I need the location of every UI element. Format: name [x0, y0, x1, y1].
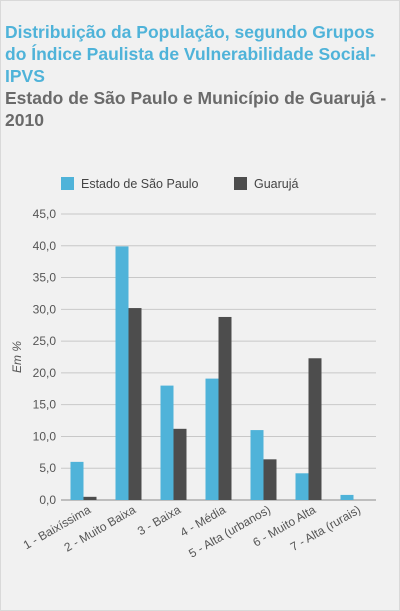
y-tick-label: 10,0 [33, 429, 57, 443]
y-tick-label: 20,0 [33, 366, 57, 380]
y-tick-label: 40,0 [33, 239, 57, 253]
y-tick-label: 35,0 [33, 271, 57, 285]
x-tick-label: 3 - Baixa [135, 502, 183, 538]
chart-title: Distribuição da População, segundo Grupo… [5, 22, 376, 86]
bar-estado [250, 430, 264, 500]
y-tick-label: 45,0 [33, 207, 57, 221]
bar-guaruja [83, 496, 97, 500]
chart-subtitle: Estado de São Paulo e Município de Guaru… [5, 88, 387, 130]
legend-swatch [61, 177, 74, 190]
y-tick-label: 15,0 [33, 398, 57, 412]
bar-estado [70, 461, 84, 500]
legend-label: Guarujá [254, 177, 299, 191]
y-tick-label: 5,0 [39, 461, 56, 475]
bar-estado [205, 378, 219, 500]
legend-label: Estado de São Paulo [81, 177, 198, 191]
bar-estado [115, 246, 129, 500]
bar-guaruja [263, 459, 277, 500]
bar-estado [295, 473, 309, 500]
title-block: Distribuição da População, segundo Grupo… [5, 21, 397, 131]
bar-guaruja [173, 428, 187, 500]
y-tick-label: 30,0 [33, 302, 57, 316]
bar-guaruja [128, 308, 142, 500]
y-tick-label: 0,0 [39, 493, 56, 507]
y-tick-label: 25,0 [33, 334, 57, 348]
bar-estado [160, 385, 174, 500]
bar-estado [340, 494, 354, 500]
bar-guaruja [218, 316, 232, 500]
legend-swatch [234, 177, 247, 190]
bar-guaruja [308, 358, 322, 500]
y-axis-label: Em % [10, 341, 24, 373]
